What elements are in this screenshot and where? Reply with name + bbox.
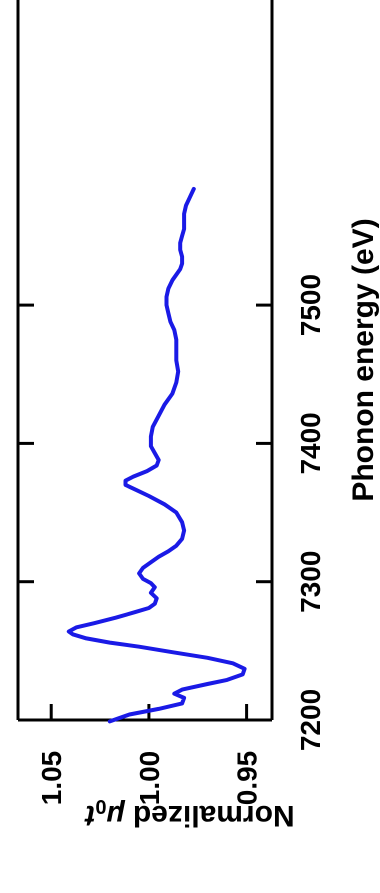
y-tick-label: 0.95 xyxy=(232,751,263,806)
y-axis-title-symbol: μ xyxy=(106,799,125,832)
svg-text:Normalized μ0t: Normalized μ0t xyxy=(83,795,294,832)
series-line xyxy=(66,186,247,724)
y-tick-label: 1.05 xyxy=(36,751,67,806)
y-axis-title-suffix: t xyxy=(83,799,95,832)
x-tick-label: 7300 xyxy=(295,551,326,613)
x-tick-label: 7400 xyxy=(295,412,326,474)
y-axis-title-subscript: 0 xyxy=(95,795,106,817)
x-tick-label: 7200 xyxy=(295,689,326,751)
x-axis-title: Phonon energy (eV) xyxy=(347,218,380,501)
plot-area: 7200 7300 7400 7500 1.05 1.00 0.95 xyxy=(16,0,326,806)
y-axis-title-text: Normalized xyxy=(125,799,295,832)
x-tick-label: 7500 xyxy=(295,274,326,336)
y-axis-title: Normalized μ0t xyxy=(83,795,294,832)
y-axis-ticks: 1.05 1.00 0.95 xyxy=(36,704,263,806)
x-axis-ticks: 7200 7300 7400 7500 xyxy=(18,274,326,751)
y-tick-label: 1.00 xyxy=(134,751,165,806)
